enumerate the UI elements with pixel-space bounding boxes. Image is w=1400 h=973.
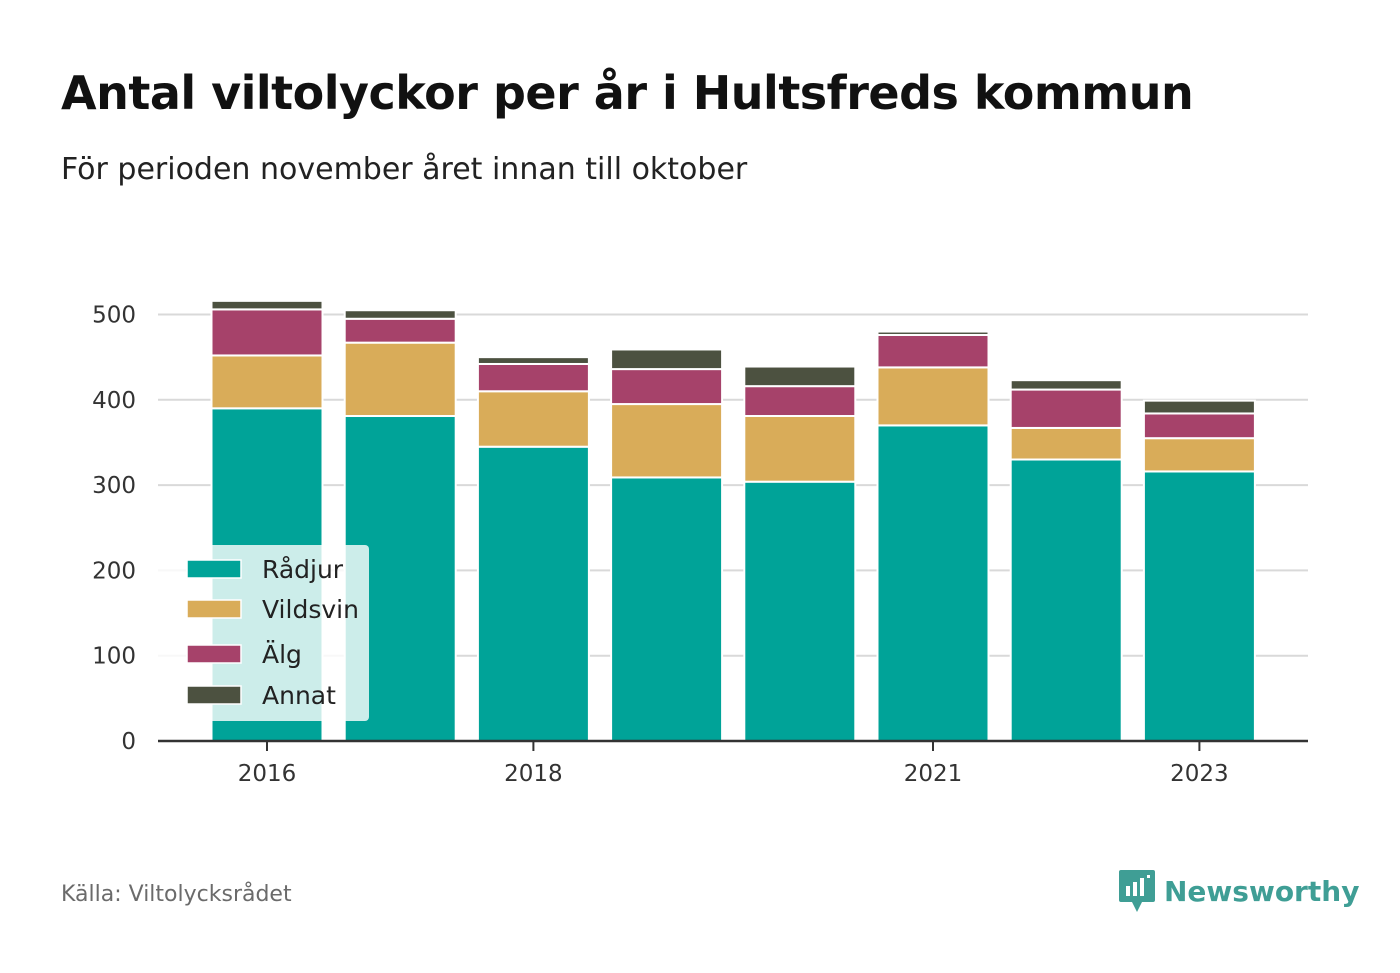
y-tick-label: 0: [121, 729, 136, 755]
bar-2018-annat: [476, 356, 590, 365]
bar-2023-vildsvin: [1142, 437, 1256, 473]
brand-logo[interactable]: Newsworthy: [1118, 868, 1359, 914]
bar-2018-älg: [476, 362, 590, 393]
bar-2018-rådjur: [476, 445, 590, 742]
legend: Rådjur Vildsvin Älg Annat: [158, 545, 369, 721]
bar-2023-annat: [1142, 399, 1256, 415]
newsworthy-logo-icon: [1119, 870, 1155, 912]
bar-2022-vildsvin: [1009, 426, 1123, 461]
legend-swatch-annat: [186, 685, 242, 705]
legend-label: Rådjur: [262, 555, 344, 584]
bar-group-2019: [610, 348, 724, 742]
bar-2021-vildsvin: [876, 366, 990, 427]
brand-name: Newsworthy: [1164, 874, 1360, 908]
bar-2020-annat: [743, 365, 857, 388]
bar-2017-vildsvin: [343, 341, 457, 418]
bar-2018-vildsvin: [476, 390, 590, 448]
bar-group-2018: [476, 356, 590, 742]
bar-group-2021: [876, 330, 990, 742]
bar-group-2023: [1142, 399, 1256, 742]
bar-2020-vildsvin: [743, 415, 857, 483]
bar-2023-rådjur: [1142, 470, 1256, 742]
legend-label: Vildsvin: [262, 595, 359, 624]
bar-2016-annat: [210, 299, 324, 311]
y-tick-label: 400: [92, 388, 136, 414]
y-tick-label: 200: [92, 558, 136, 584]
axes: 0 100 200 300 400 500 2016 2018 2021 2023: [92, 303, 1308, 787]
bar-2019-älg: [610, 368, 724, 406]
bar-2021-älg: [876, 333, 990, 369]
bar-2019-rådjur: [610, 476, 724, 742]
bar-2019-annat: [610, 348, 724, 371]
y-tick-label: 100: [92, 644, 136, 670]
legend-swatch-älg: [186, 644, 242, 664]
bar-2016-älg: [210, 308, 324, 357]
bar-2021-rådjur: [876, 424, 990, 742]
bar-2023-älg: [1142, 412, 1256, 440]
legend-label: Älg: [262, 640, 302, 669]
legend-box: [158, 545, 369, 721]
bar-2022-annat: [1009, 379, 1123, 391]
bar-2022-rådjur: [1009, 458, 1123, 742]
bar-group-2022: [1009, 379, 1123, 742]
x-tick-label: 2016: [238, 761, 297, 787]
bar-2020-rådjur: [743, 480, 857, 742]
bar-2017-älg: [343, 317, 457, 344]
chart-title: Antal viltolyckor per år i Hultsfreds ko…: [61, 66, 1194, 120]
x-tick-label: 2023: [1170, 761, 1229, 787]
bar-2017-annat: [343, 309, 457, 320]
x-tick-label: 2021: [904, 761, 963, 787]
y-tick-label: 300: [92, 473, 136, 499]
legend-label: Annat: [262, 681, 336, 710]
bar-2016-vildsvin: [210, 354, 324, 410]
x-tick-label: 2018: [504, 761, 563, 787]
bar-2019-vildsvin: [610, 403, 724, 479]
legend-swatch-vildsvin: [186, 599, 242, 619]
stacked-bar-chart: 0 100 200 300 400 500 2016 2018 2021 2023 Rådjur V…: [92, 299, 1308, 787]
bar-2021-annat: [876, 330, 990, 336]
y-tick-label: 500: [92, 303, 136, 329]
bar-2022-älg: [1009, 388, 1123, 429]
chart-subtitle: För perioden november året innan till ok…: [61, 152, 748, 187]
bar-2020-älg: [743, 385, 857, 418]
source-note: Källa: Viltolycksrådet: [61, 882, 292, 907]
legend-swatch-rådjur: [186, 559, 242, 579]
bar-group-2020: [743, 365, 857, 742]
